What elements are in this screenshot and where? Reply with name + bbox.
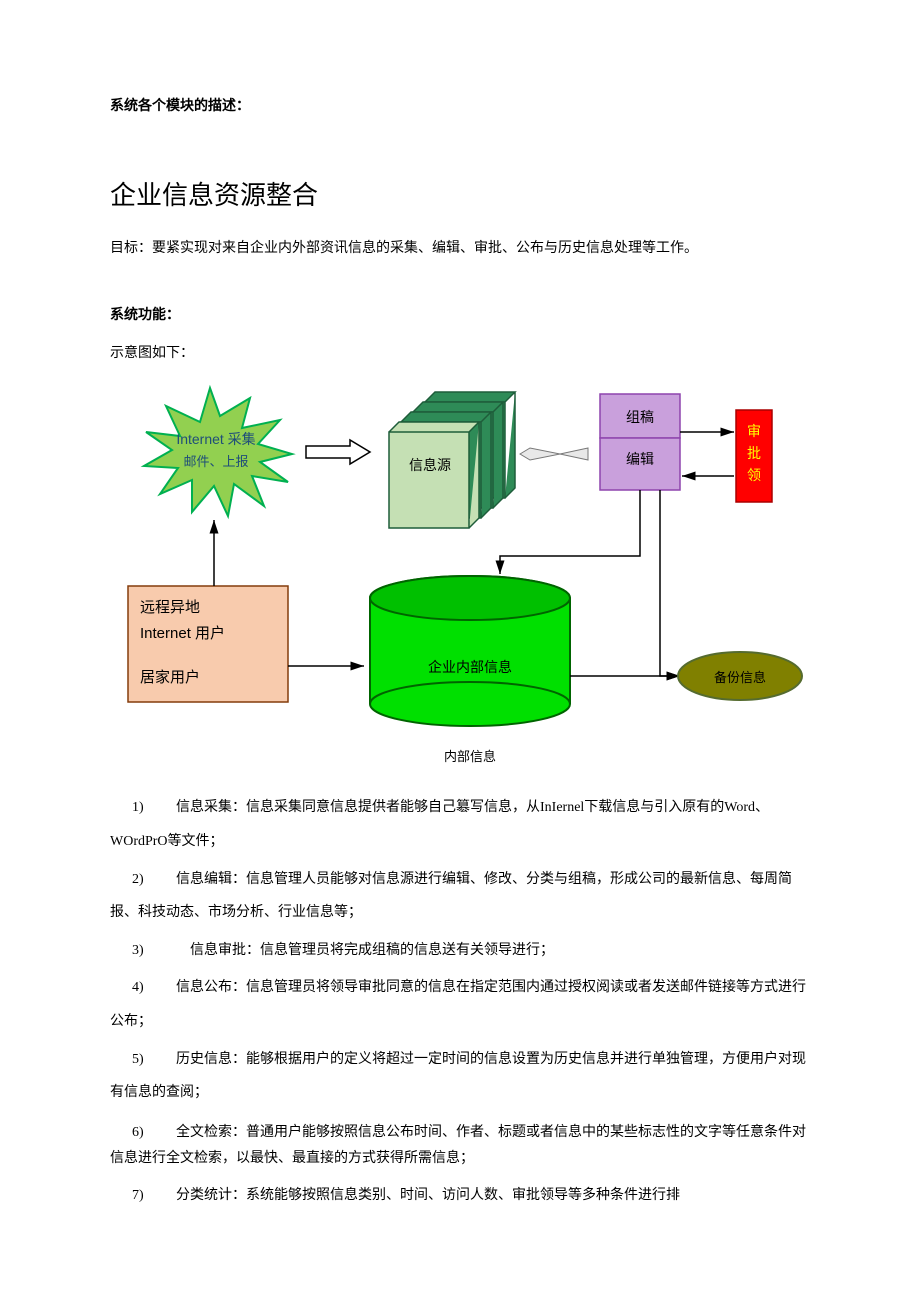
svg-text:批: 批 — [747, 445, 761, 461]
user-line3: 居家用户 — [140, 669, 200, 686]
edit-header: 组稿 — [626, 409, 654, 425]
info-source-label: 信息源 — [409, 457, 451, 473]
starburst-line1: Internet 采集 — [176, 431, 255, 447]
main-title: 企业信息资源整合 — [110, 175, 810, 212]
arrow-edit-to-backup — [660, 490, 680, 676]
svg-text:审: 审 — [747, 423, 761, 439]
flowchart-diagram: Internet 采集 邮件、上报 信息源 — [120, 376, 820, 736]
item-num-3: 3) — [110, 934, 190, 968]
item-text-7: 分类统计：系统能够按照信息类别、时间、访问人数、审批领导等多种条件进行排 — [176, 1188, 680, 1203]
list-item-1: 1)信息采集：信息采集同意信息提供者能够自己簒写信息，从InIernel下载信息… — [110, 791, 810, 858]
item-num-5: 5) — [110, 1043, 176, 1077]
list-item-2: 2)信息编辑：信息管理人员能够对信息源进行编辑、修改、分类与组稿，形成公司的最新… — [110, 863, 810, 930]
edit-node: 组稿 编辑 — [600, 394, 680, 490]
starburst-line2: 邮件、上报 — [183, 454, 248, 469]
arrow-source-to-edit — [520, 448, 588, 460]
internal-db-node: 企业内部信息 — [370, 576, 570, 726]
backup-label: 备份信息 — [714, 670, 766, 685]
item-text-6: 全文检索：普通用户能够按照信息公布时间、作者、标题或者信息中的某些标志性的文字等… — [110, 1125, 806, 1167]
db-label: 企业内部信息 — [428, 659, 512, 675]
section-heading-modules: 系统各个模块的描述： — [110, 95, 810, 115]
user-line2: Internet 用户 — [140, 625, 225, 642]
backup-node: 备份信息 — [678, 652, 802, 700]
list-item-6: 6)全文检索：普通用户能够按照信息公布时间、作者、标题或者信息中的某些标志性的文… — [110, 1120, 810, 1173]
diagram-intro: 示意图如下： — [110, 342, 810, 362]
item-text-5: 历史信息：能够根据用户的定义将超过一定时间的信息设置为历史信息并进行单独管理，方… — [110, 1052, 806, 1101]
item-num-1: 1) — [110, 791, 176, 825]
list-item-3: 3)信息审批：信息管理员将完成组稿的信息送有关领导进行； — [110, 934, 810, 968]
arrow-collect-to-source — [306, 440, 370, 464]
svg-text:领: 领 — [747, 467, 761, 483]
approve-node: 审 批 领 — [736, 410, 772, 502]
item-num-6: 6) — [110, 1120, 176, 1147]
diagram-caption: 内部信息 — [120, 746, 820, 765]
user-node: 远程异地 Internet 用户 居家用户 — [128, 586, 288, 702]
edit-body: 编辑 — [626, 451, 654, 467]
item-text-1: 信息采集：信息采集同意信息提供者能够自己簒写信息，从InIernel下载信息与引… — [110, 800, 769, 849]
goal-paragraph: 目标：要紧实现对来自企业内外部资讯信息的采集、编辑、审批、公布与历史信息处理等工… — [110, 238, 810, 260]
list-item-7: 7)分类统计：系统能够按照信息类别、时间、访问人数、审批领导等多种条件进行排 — [110, 1183, 810, 1210]
item-num-2: 2) — [110, 863, 176, 897]
item-text-3: 信息审批：信息管理员将完成组稿的信息送有关领导进行； — [190, 943, 554, 958]
list-item-4: 4)信息公布：信息管理员将领导审批同意的信息在指定范围内通过授权阅读或者发送邮件… — [110, 971, 810, 1038]
system-function-heading: 系统功能： — [110, 304, 810, 324]
item-text-2: 信息编辑：信息管理人员能够对信息源进行编辑、修改、分类与组稿，形成公司的最新信息… — [110, 872, 792, 921]
list-item-5: 5)历史信息：能够根据用户的定义将超过一定时间的信息设置为历史信息并进行单独管理… — [110, 1043, 810, 1110]
arrow-edit-to-db — [500, 490, 640, 574]
item-num-4: 4) — [110, 971, 176, 1005]
info-source-node: 信息源 — [389, 392, 515, 528]
item-text-4: 信息公布：信息管理员将领导审批同意的信息在指定范围内通过授权阅读或者发送邮件链接… — [110, 980, 806, 1029]
user-line1: 远程异地 — [140, 599, 200, 616]
item-num-7: 7) — [110, 1183, 176, 1210]
starburst-node: Internet 采集 邮件、上报 — [144, 388, 292, 516]
